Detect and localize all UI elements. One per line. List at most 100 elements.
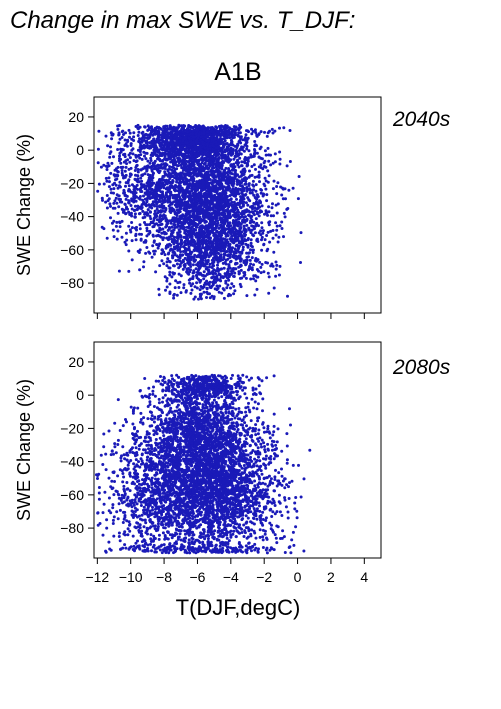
figure-title: Change in max SWE vs. T_DJF: [10, 7, 355, 34]
data-point [126, 158, 130, 162]
data-point [108, 155, 112, 159]
data-point [214, 272, 217, 275]
data-point [249, 262, 253, 266]
data-point [130, 226, 134, 230]
data-point [217, 247, 221, 251]
data-point [269, 264, 273, 268]
data-point [129, 173, 133, 177]
data-point [265, 193, 269, 197]
data-point [266, 261, 269, 265]
data-point [185, 129, 189, 133]
data-point [182, 286, 186, 290]
data-point [133, 204, 137, 208]
data-point [221, 261, 225, 265]
data-point [107, 197, 111, 201]
data-point [244, 215, 247, 219]
panel-2040s: 200−20−40−60−80 SWE Change (%) 2040s [14, 96, 451, 319]
data-point [155, 243, 159, 247]
data-point [188, 261, 192, 265]
data-point [204, 238, 208, 242]
data-point [142, 146, 146, 150]
data-point [242, 197, 246, 201]
data-point [275, 228, 279, 232]
data-point [130, 207, 134, 211]
data-point [117, 131, 121, 135]
data-point [233, 133, 237, 137]
data-point [188, 145, 191, 149]
data-point [120, 169, 124, 172]
data-point [205, 261, 208, 265]
data-point [133, 212, 137, 216]
data-point [266, 146, 270, 150]
data-point [179, 291, 183, 295]
data-point [239, 223, 243, 226]
data-point [205, 296, 208, 299]
data-point [167, 251, 171, 255]
data-point [175, 293, 179, 297]
data-point [124, 165, 128, 169]
data-point [100, 196, 104, 200]
data-point [201, 261, 205, 265]
data-point [168, 260, 172, 264]
data-point [235, 187, 239, 191]
data-point [193, 259, 197, 263]
data-point [140, 157, 144, 161]
data-point [252, 220, 256, 224]
data-point [254, 183, 258, 187]
data-point [238, 282, 242, 286]
data-point [138, 156, 142, 160]
data-point [164, 191, 168, 195]
data-point [194, 274, 198, 277]
data-point [142, 184, 146, 187]
data-point [199, 204, 203, 208]
data-point [106, 161, 110, 165]
data-point [252, 248, 255, 252]
data-point [239, 135, 243, 139]
data-point [263, 149, 267, 153]
data-point [216, 219, 220, 223]
data-point [172, 129, 176, 133]
data-point [164, 217, 168, 220]
data-point [208, 296, 212, 300]
data-point [278, 264, 282, 268]
data-point [273, 129, 277, 133]
data-point [249, 244, 253, 248]
data-point [244, 201, 248, 205]
data-point [248, 214, 251, 218]
data-point [240, 164, 244, 168]
data-point [186, 172, 190, 176]
data-point [143, 211, 147, 215]
data-point [232, 208, 236, 212]
data-point [171, 250, 175, 254]
data-point [254, 224, 258, 228]
data-point [272, 179, 276, 183]
data-point [183, 152, 187, 156]
data-point [208, 262, 212, 266]
data-point [184, 252, 188, 255]
data-point [275, 211, 279, 215]
data-point [233, 267, 237, 271]
data-point [235, 180, 239, 184]
data-point [203, 158, 207, 162]
data-point [113, 199, 117, 203]
data-point [225, 142, 229, 145]
data-point [116, 127, 120, 131]
data-point [226, 230, 230, 234]
data-point [124, 197, 128, 201]
data-point [160, 231, 164, 235]
data-point [225, 224, 229, 228]
data-point [150, 168, 154, 171]
data-point [239, 268, 243, 272]
data-point [168, 219, 172, 223]
scatter-points [96, 123, 303, 301]
data-point [208, 237, 212, 241]
data-point [221, 237, 225, 241]
data-point [218, 170, 222, 174]
data-point [208, 144, 212, 148]
data-point [118, 154, 121, 158]
data-point [171, 254, 174, 258]
data-point [198, 148, 202, 151]
data-point [247, 255, 250, 259]
data-point [129, 144, 133, 147]
data-point [166, 198, 170, 202]
